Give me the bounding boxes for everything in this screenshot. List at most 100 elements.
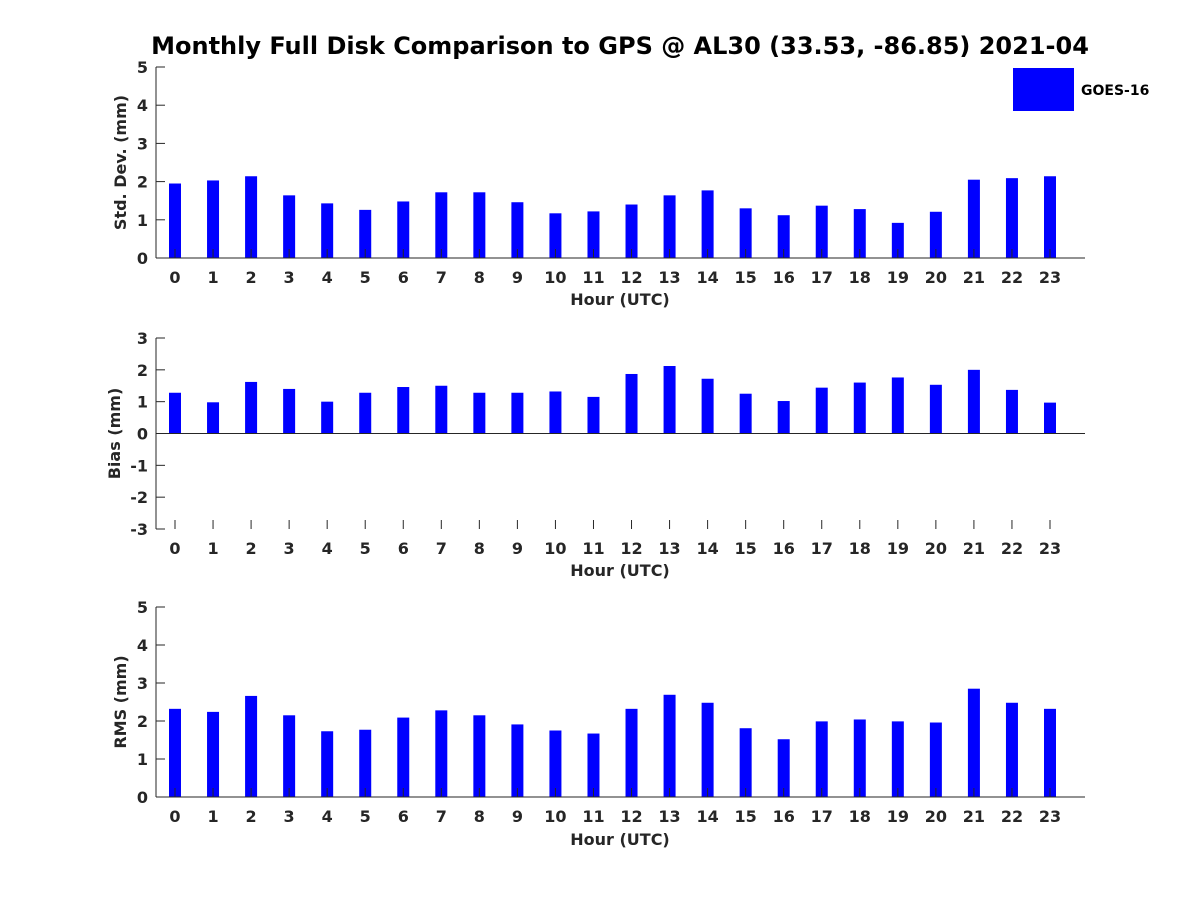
bar-4: [321, 203, 334, 258]
x-tick-label: 4: [322, 539, 333, 558]
legend: GOES-16: [1013, 68, 1149, 111]
x-tick-label: 20: [925, 807, 947, 826]
x-tick-label: 12: [620, 807, 642, 826]
y-tick-label: 2: [137, 173, 148, 192]
bar-2: [245, 176, 258, 258]
bar-10: [549, 213, 562, 258]
x-tick-label: 3: [284, 268, 295, 287]
y-tick-label: -2: [130, 488, 148, 507]
bar-16: [777, 215, 790, 258]
bar-5: [359, 392, 372, 434]
chart-title: Monthly Full Disk Comparison to GPS @ AL…: [151, 32, 1089, 60]
bar-4: [321, 401, 334, 434]
bar-13: [663, 366, 676, 434]
y-tick-label: 0: [137, 249, 148, 268]
bar-9: [511, 392, 524, 434]
x-tick-label: 5: [360, 539, 371, 558]
y-tick-label: 5: [137, 598, 148, 617]
x-tick-label: 3: [284, 807, 295, 826]
x-tick-label: 14: [696, 539, 718, 558]
bar-21: [967, 179, 980, 258]
x-tick-label: 8: [474, 539, 485, 558]
y-tick-label: 1: [137, 393, 148, 412]
x-tick-label: 1: [207, 268, 218, 287]
x-tick-label: 7: [436, 539, 447, 558]
bar-19: [891, 377, 904, 434]
bar-13: [663, 694, 676, 797]
bar-18: [853, 719, 866, 797]
bar-18: [853, 382, 866, 434]
bar-11: [587, 211, 600, 258]
bar-14: [701, 702, 714, 797]
x-axis-label: Hour (UTC): [570, 290, 670, 309]
y-tick-label: 3: [137, 674, 148, 693]
bar-3: [283, 195, 296, 258]
x-tick-label: 20: [925, 268, 947, 287]
x-tick-label: 19: [887, 539, 909, 558]
x-tick-label: 19: [887, 268, 909, 287]
bar-7: [435, 710, 448, 797]
x-tick-label: 11: [582, 807, 604, 826]
x-tick-label: 5: [360, 268, 371, 287]
bar-7: [435, 192, 448, 258]
bar-10: [549, 391, 562, 434]
bar-18: [853, 209, 866, 258]
y-tick-label: 5: [137, 58, 148, 77]
bar-23: [1044, 708, 1056, 797]
bar-15: [739, 728, 752, 797]
x-tick-label: 4: [322, 807, 333, 826]
bar-21: [967, 369, 980, 434]
bar-9: [511, 202, 524, 258]
bar-8: [473, 715, 486, 797]
x-tick-label: 11: [582, 539, 604, 558]
x-tick-label: 21: [963, 268, 985, 287]
x-axis-label: Hour (UTC): [570, 830, 670, 849]
x-tick-label: 2: [246, 268, 257, 287]
y-axis-label: Std. Dev. (mm): [111, 95, 130, 230]
x-tick-label: 9: [512, 268, 523, 287]
bar-4: [321, 731, 334, 797]
bar-10: [549, 730, 562, 797]
bar-14: [701, 190, 714, 258]
x-tick-label: 18: [849, 268, 871, 287]
x-tick-label: 7: [436, 268, 447, 287]
y-tick-label: 2: [137, 361, 148, 380]
bar-5: [359, 209, 372, 258]
bar-16: [777, 401, 790, 434]
bar-8: [473, 392, 486, 434]
x-tick-label: 21: [963, 539, 985, 558]
bar-11: [587, 733, 600, 797]
bar-14: [701, 378, 714, 434]
x-tick-label: 7: [436, 807, 447, 826]
x-tick-label: 19: [887, 807, 909, 826]
x-tick-label: 9: [512, 807, 523, 826]
legend-label-goes-16: GOES-16: [1081, 83, 1149, 99]
x-tick-label: 12: [620, 539, 642, 558]
x-tick-label: 15: [735, 539, 757, 558]
x-tick-label: 8: [474, 807, 485, 826]
x-tick-label: 22: [1001, 539, 1023, 558]
x-tick-label: 16: [773, 268, 795, 287]
bar-5: [359, 729, 372, 797]
bar-22: [1005, 702, 1018, 797]
x-tick-label: 22: [1001, 268, 1023, 287]
x-tick-label: 0: [169, 268, 180, 287]
bar-7: [435, 385, 448, 434]
x-tick-label: 2: [246, 807, 257, 826]
y-axis-label: Bias (mm): [105, 388, 124, 480]
bar-16: [777, 739, 790, 797]
bar-20: [929, 211, 942, 258]
bar-3: [283, 715, 296, 797]
y-axis-label: RMS (mm): [111, 655, 130, 748]
bar-13: [663, 195, 676, 258]
bar-9: [511, 724, 524, 797]
y-tick-label: -1: [130, 456, 148, 475]
x-tick-label: 23: [1039, 268, 1061, 287]
x-tick-label: 13: [658, 807, 680, 826]
x-tick-label: 3: [284, 539, 295, 558]
x-tick-label: 0: [169, 807, 180, 826]
bar-19: [891, 721, 904, 797]
x-tick-label: 2: [246, 539, 257, 558]
